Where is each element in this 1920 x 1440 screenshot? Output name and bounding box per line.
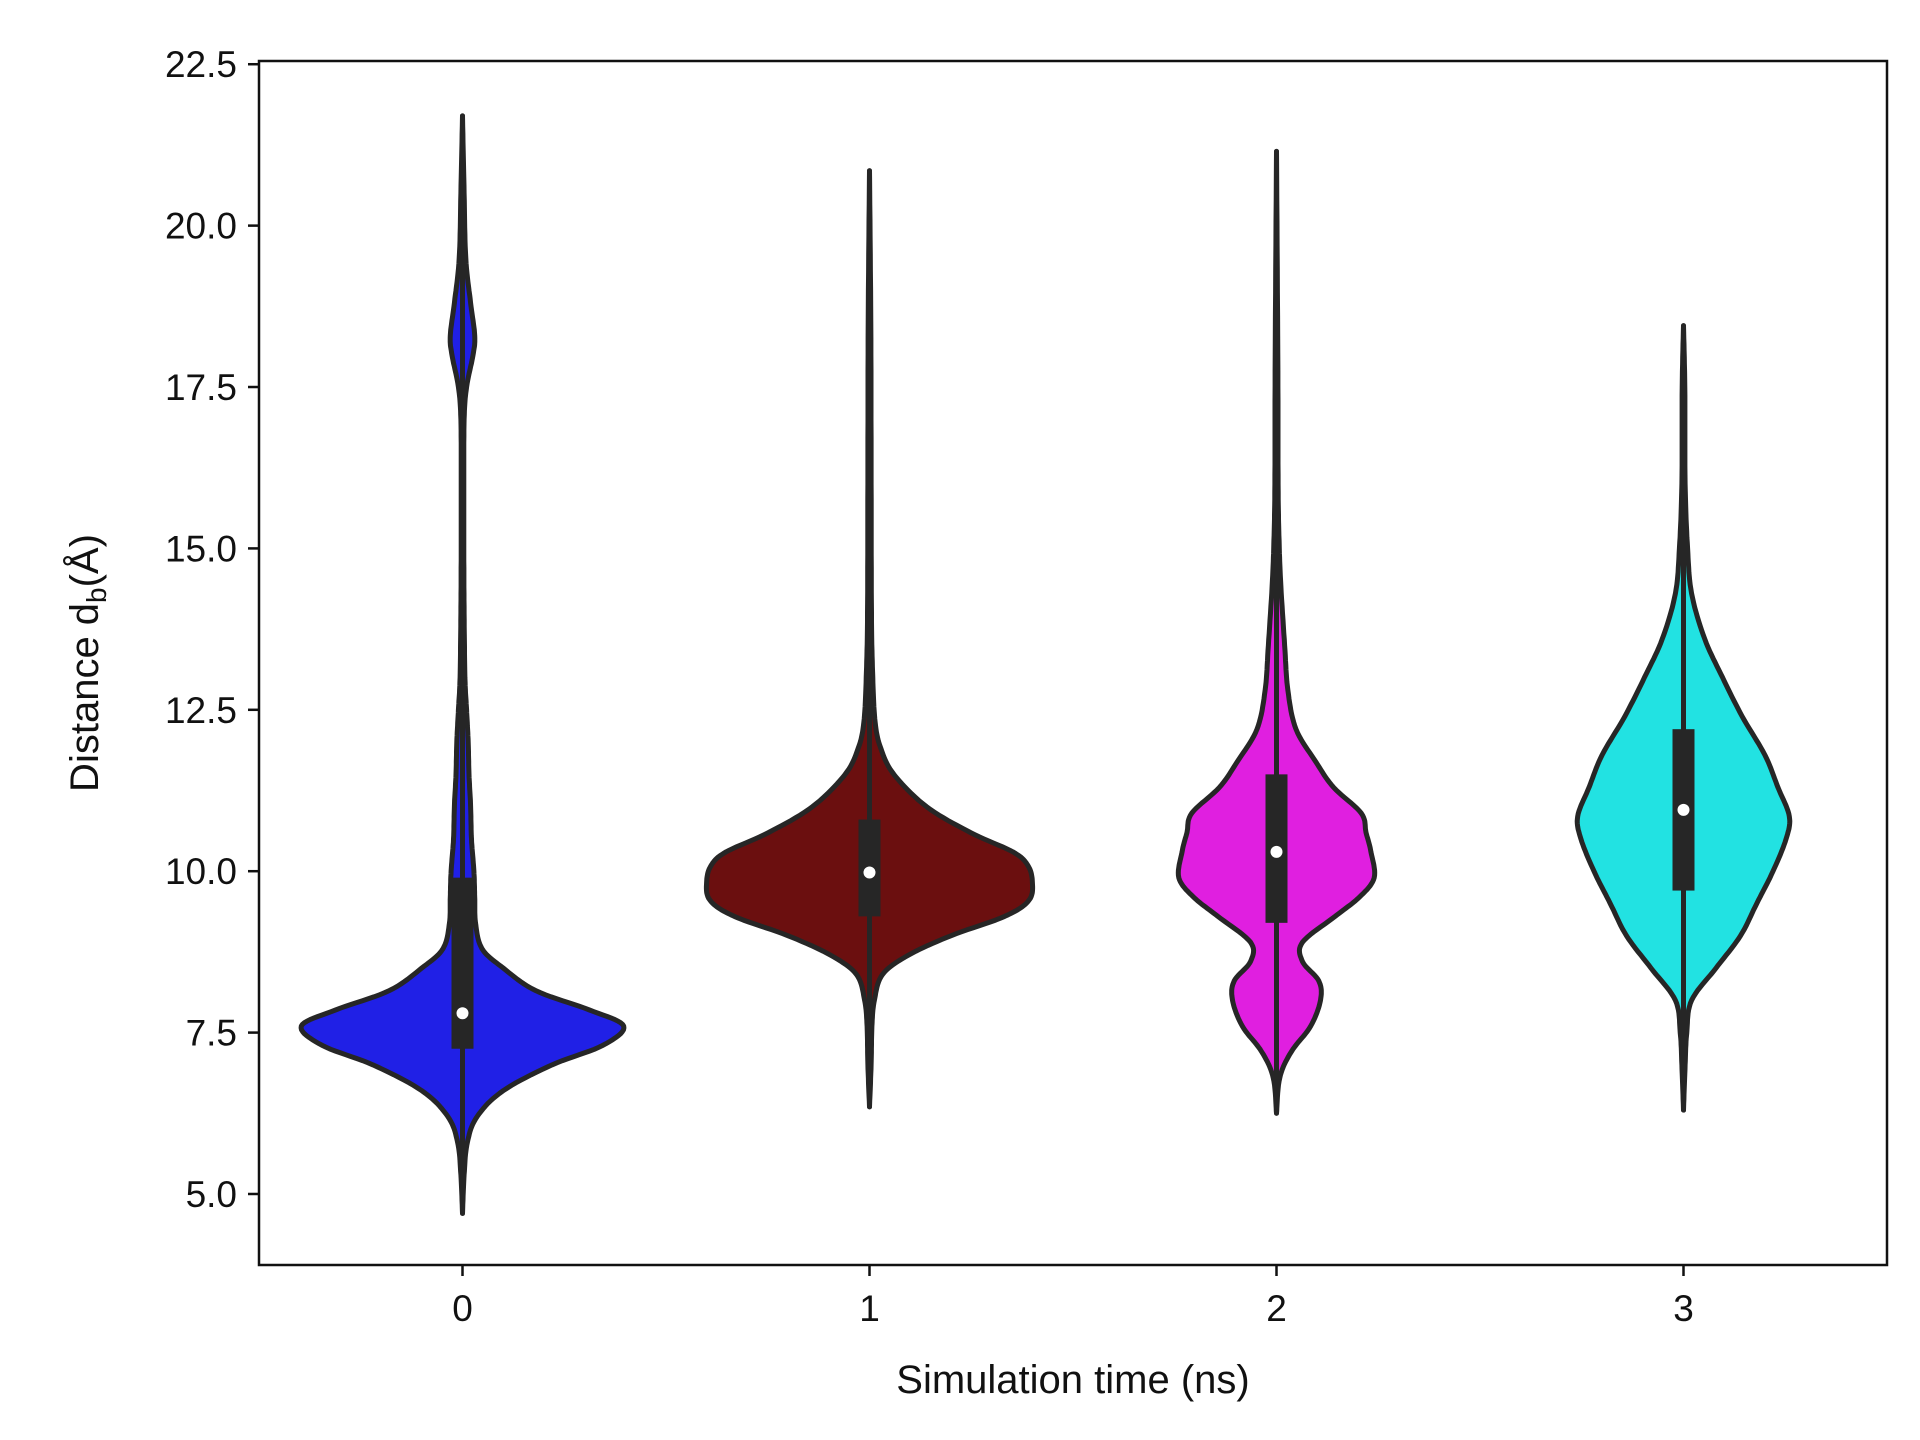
y-axis-ticks: 5.0 7.5 10.0 12.5 15.0 17.5 20.0 22.5	[165, 44, 259, 1215]
y-tick-label: 7.5	[186, 1013, 237, 1054]
plot-frame	[257, 59, 1889, 1267]
x-tick-label: 3	[1673, 1288, 1694, 1329]
violin-1	[703, 168, 1036, 1110]
y-axis-label-subscript: b	[81, 587, 112, 603]
violin-median-2	[1270, 845, 1283, 858]
violin-median-0	[456, 1007, 469, 1020]
y-axis-label-main: Distance d	[63, 603, 107, 792]
violin-2	[1175, 148, 1378, 1116]
y-tick-label: 17.5	[165, 367, 237, 408]
y-tick-label: 12.5	[165, 690, 237, 731]
x-tick-label: 0	[452, 1288, 473, 1329]
y-tick-label: 22.5	[165, 44, 237, 85]
violins-group	[298, 113, 1793, 1216]
violin-0	[298, 113, 627, 1216]
violin-median-1	[863, 866, 876, 879]
x-axis-ticks: 0 1 2 3	[452, 1265, 1694, 1329]
x-axis-label: Simulation time (ns)	[896, 1358, 1249, 1402]
y-tick-label: 5.0	[186, 1174, 237, 1215]
y-tick-label: 20.0	[165, 206, 237, 247]
violin-3	[1574, 323, 1793, 1113]
violin-median-3	[1677, 803, 1690, 816]
violin-iqr-box-0	[451, 877, 474, 1049]
x-tick-label: 2	[1266, 1288, 1287, 1329]
y-axis-label-unit: (Å)	[62, 534, 107, 587]
y-tick-label: 15.0	[165, 528, 237, 569]
y-axis-label: Distance db(Å)	[62, 534, 112, 792]
x-tick-label: 1	[859, 1288, 880, 1329]
y-tick-label: 10.0	[165, 851, 237, 892]
